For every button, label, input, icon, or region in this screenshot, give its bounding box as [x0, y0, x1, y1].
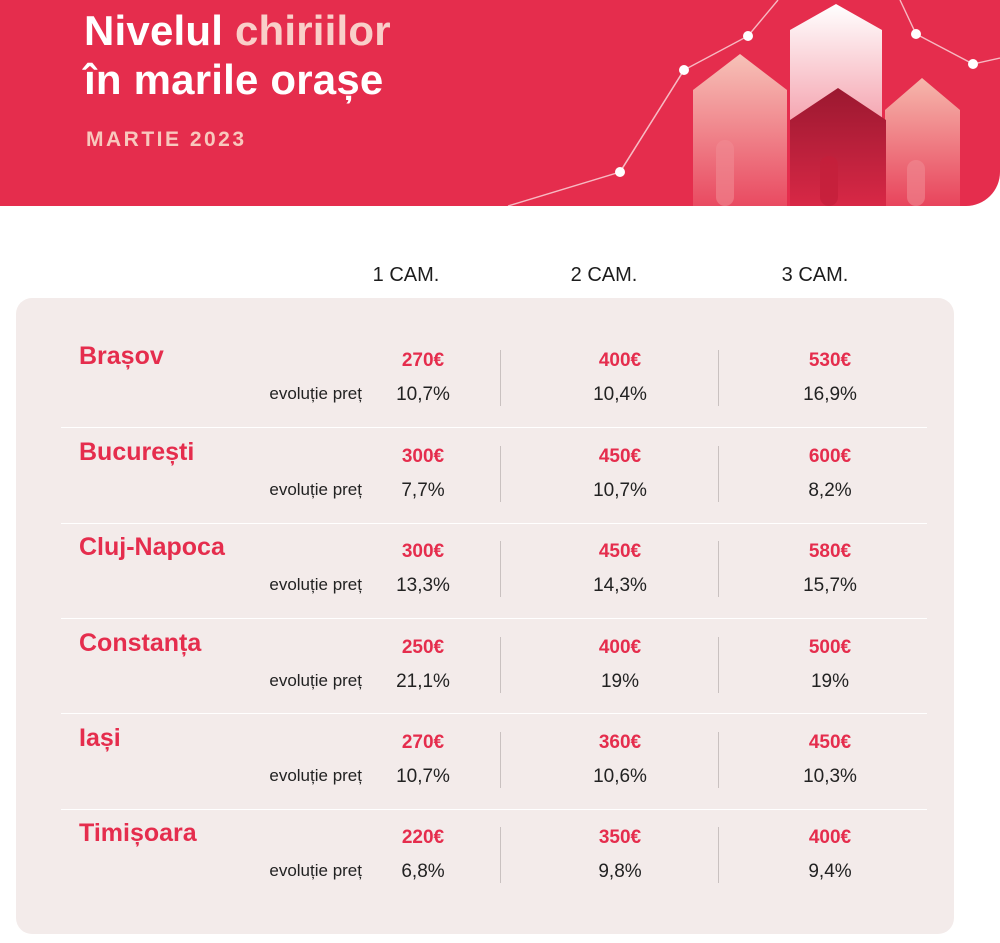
evolution-1-room: 7,7% [401, 480, 445, 501]
title-line1-a: Nivelul [84, 7, 235, 54]
evolution-3-rooms: 16,9% [803, 384, 857, 405]
price-3-rooms: 530€ [808, 350, 852, 371]
row-divider [61, 523, 927, 524]
table-row: Timișoara evoluție preț 220€ 6,8% 350€ 9… [16, 775, 954, 883]
price-3-rooms: 500€ [808, 637, 852, 658]
page-subtitle: MARTIE 2023 [86, 128, 247, 151]
evolution-3-rooms: 8,2% [808, 480, 852, 501]
evolution-2-rooms: 10,4% [593, 384, 647, 405]
table-row: Constanța evoluție preț 250€ 21,1% 400€ … [16, 585, 954, 693]
row-divider [61, 618, 927, 619]
column-divider [718, 637, 719, 693]
price-3-rooms: 400€ [808, 827, 852, 848]
price-1-room: 250€ [401, 637, 445, 658]
evolution-2-rooms: 14,3% [593, 575, 647, 596]
evolution-1-room: 6,8% [401, 861, 445, 882]
evolution-1-room: 10,7% [396, 384, 450, 405]
evolution-label: evoluție preț [269, 384, 362, 403]
price-2-rooms: 450€ [598, 446, 642, 467]
evolution-label: evoluție preț [269, 671, 362, 690]
houses-illustration [507, 0, 1000, 206]
evolution-2-rooms: 10,7% [593, 480, 647, 501]
evolution-1-room: 10,7% [396, 766, 450, 787]
column-divider [718, 827, 719, 883]
city-name: Constanța [79, 629, 202, 657]
table-row: Brașov evoluție preț 270€ 10,7% 400€ 10,… [16, 298, 954, 406]
evolution-2-rooms: 19% [600, 671, 640, 692]
column-divider [500, 827, 501, 883]
page-title: Nivelul chiriilor în marile orașe [84, 6, 391, 104]
column-divider [500, 446, 501, 502]
city-name: Timișoara [79, 819, 197, 847]
row-divider [61, 809, 927, 810]
column-divider [718, 732, 719, 788]
price-3-rooms: 600€ [808, 446, 852, 467]
price-2-rooms: 450€ [598, 541, 642, 562]
evolution-2-rooms: 9,8% [598, 861, 642, 882]
evolution-3-rooms: 9,4% [808, 861, 852, 882]
evolution-2-rooms: 10,6% [593, 766, 647, 787]
rent-table: Brașov evoluție preț 270€ 10,7% 400€ 10,… [16, 298, 954, 934]
price-1-room: 220€ [401, 827, 445, 848]
price-2-rooms: 400€ [598, 350, 642, 371]
evolution-3-rooms: 10,3% [803, 766, 857, 787]
title-line1-accent: chiriilor [234, 7, 391, 54]
price-3-rooms: 450€ [808, 732, 852, 753]
row-divider [61, 713, 927, 714]
price-2-rooms: 350€ [598, 827, 642, 848]
evolution-label: evoluție preț [269, 575, 362, 594]
city-name: Iași [79, 724, 121, 752]
city-name: Brașov [79, 342, 164, 370]
evolution-label: evoluție preț [269, 861, 362, 880]
column-header-2-rooms: 2 CAM. [570, 264, 638, 286]
table-row: București evoluție preț 300€ 7,7% 450€ 1… [16, 394, 954, 502]
column-divider [500, 637, 501, 693]
price-2-rooms: 360€ [598, 732, 642, 753]
evolution-3-rooms: 19% [810, 671, 850, 692]
evolution-label: evoluție preț [269, 766, 362, 785]
price-1-room: 300€ [401, 446, 445, 467]
price-1-room: 270€ [401, 350, 445, 371]
price-3-rooms: 580€ [808, 541, 852, 562]
evolution-3-rooms: 15,7% [803, 575, 857, 596]
column-divider [500, 350, 501, 406]
column-divider [718, 541, 719, 597]
column-divider [718, 350, 719, 406]
column-divider [500, 732, 501, 788]
evolution-1-room: 21,1% [396, 671, 450, 692]
price-1-room: 300€ [401, 541, 445, 562]
title-line2: în marile orașe [84, 56, 384, 103]
table-row: Cluj-Napoca evoluție preț 300€ 13,3% 450… [16, 489, 954, 597]
table-row: Iași evoluție preț 270€ 10,7% 360€ 10,6%… [16, 680, 954, 788]
column-header-3-rooms: 3 CAM. [781, 264, 849, 286]
row-divider [61, 427, 927, 428]
evolution-label: evoluție preț [269, 480, 362, 499]
city-name: București [79, 438, 195, 466]
price-1-room: 270€ [401, 732, 445, 753]
column-divider [718, 446, 719, 502]
header-banner: Nivelul chiriilor în marile orașe MARTIE… [0, 0, 1000, 206]
evolution-1-room: 13,3% [396, 575, 450, 596]
city-name: Cluj-Napoca [79, 533, 225, 561]
column-divider [500, 541, 501, 597]
column-header-1-room: 1 CAM. [372, 264, 440, 286]
price-2-rooms: 400€ [598, 637, 642, 658]
